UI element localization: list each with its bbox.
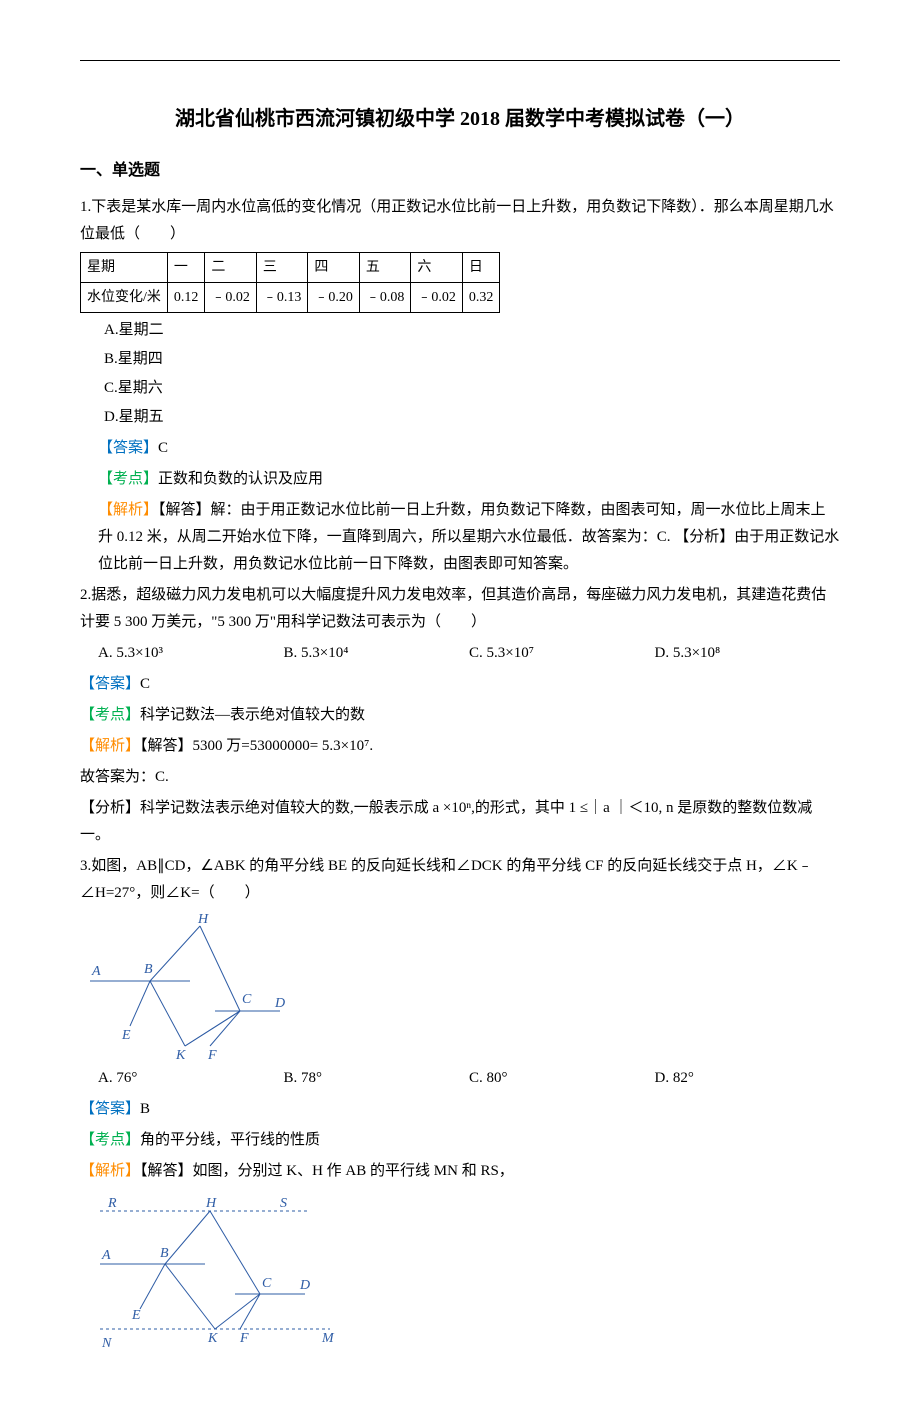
answer-label: 【答案】 <box>98 440 158 456</box>
label-m: M <box>321 1331 335 1346</box>
jiexi-label: 【解析】 <box>98 502 158 518</box>
q1-table: 星期 一 二 三 四 五 六 日 水位变化/米 0.12 ﹣0.02 ﹣0.13… <box>80 252 500 313</box>
table-cell: ﹣0.13 <box>256 282 308 312</box>
table-cell: 星期 <box>81 252 168 282</box>
answer-label: 【答案】 <box>80 676 140 692</box>
option-d: D. 5.3×10⁸ <box>655 640 841 667</box>
q1-options: A.星期二 B.星期四 C.星期六 D.星期五 <box>104 317 840 431</box>
q3-options: A. 76° B. 78° C. 80° D. 82° <box>98 1065 840 1092</box>
label-r: R <box>107 1196 117 1211</box>
label-n: N <box>101 1336 112 1349</box>
table-cell: 四 <box>308 252 360 282</box>
jiexi-text: 【解答】5300 万=53000000= 5.3×10⁷. <box>140 738 373 754</box>
doc-title: 湖北省仙桃市西流河镇初级中学 2018 届数学中考模拟试卷（一） <box>80 101 840 137</box>
answer-label: 【答案】 <box>80 1101 140 1117</box>
q1-jiexi: 【解析】【解答】解：由于用正数记水位比前一日上升数，用负数记下降数，由图表可知，… <box>80 497 840 578</box>
table-cell: ﹣0.08 <box>359 282 411 312</box>
label-h: H <box>205 1196 217 1211</box>
kaodian-label: 【考点】 <box>98 471 158 487</box>
table-cell: ﹣0.02 <box>411 282 463 312</box>
jiexi-label: 【解析】 <box>80 1163 140 1179</box>
q1-answer: 【答案】C <box>80 435 840 462</box>
q3-figure-2: R H S A B C D E F K N M <box>80 1189 340 1349</box>
label-e: E <box>131 1308 141 1323</box>
kaodian-value: 正数和负数的认识及应用 <box>158 471 323 487</box>
option-c: C. 80° <box>469 1065 655 1092</box>
option-c: C.星期六 <box>104 375 840 402</box>
table-row: 水位变化/米 0.12 ﹣0.02 ﹣0.13 ﹣0.20 ﹣0.08 ﹣0.0… <box>81 282 500 312</box>
jiexi-text: 【解答】如图，分别过 K、H 作 AB 的平行线 MN 和 RS， <box>140 1163 514 1179</box>
option-c: C. 5.3×10⁷ <box>469 640 655 667</box>
table-cell: 日 <box>462 252 500 282</box>
table-cell: 0.32 <box>462 282 500 312</box>
label-c: C <box>262 1276 272 1291</box>
section-heading: 一、单选题 <box>80 157 840 186</box>
kaodian-value: 角的平分线，平行线的性质 <box>140 1132 320 1148</box>
answer-value: C <box>140 676 150 692</box>
table-cell: ﹣0.20 <box>308 282 360 312</box>
label-b: B <box>144 962 153 977</box>
table-cell: 三 <box>256 252 308 282</box>
label-e: E <box>121 1028 131 1043</box>
label-k: K <box>175 1048 186 1061</box>
label-k: K <box>207 1331 218 1346</box>
option-b: B. 5.3×10⁴ <box>284 640 470 667</box>
table-cell: 水位变化/米 <box>81 282 168 312</box>
table-cell: 0.12 <box>167 282 205 312</box>
q2-options: A. 5.3×10³ B. 5.3×10⁴ C. 5.3×10⁷ D. 5.3×… <box>98 640 840 667</box>
q3-answer: 【答案】B <box>80 1096 840 1123</box>
label-a: A <box>91 964 101 979</box>
option-a: A. 76° <box>98 1065 284 1092</box>
option-b: B.星期四 <box>104 346 840 373</box>
q3-kaodian: 【考点】角的平分线，平行线的性质 <box>80 1127 840 1154</box>
q2-answer: 【答案】C <box>80 671 840 698</box>
q2-jiexi-1: 【解析】【解答】5300 万=53000000= 5.3×10⁷. <box>80 733 840 760</box>
q3-stem: 3.如图，AB∥CD，∠ABK 的角平分线 BE 的反向延长线和∠DCK 的角平… <box>80 853 840 907</box>
label-s: S <box>280 1196 287 1211</box>
q2-stem: 2.据悉，超级磁力风力发电机可以大幅度提升风力发电效率，但其造价高昂，每座磁力风… <box>80 582 840 636</box>
option-a: A.星期二 <box>104 317 840 344</box>
q3-figure-1: A B C D E F H K <box>80 911 290 1061</box>
q3-jiexi: 【解析】【解答】如图，分别过 K、H 作 AB 的平行线 MN 和 RS， <box>80 1158 840 1185</box>
kaodian-label: 【考点】 <box>80 707 140 723</box>
label-c: C <box>242 992 252 1007</box>
label-h: H <box>197 912 209 927</box>
page-rule <box>80 60 840 61</box>
kaodian-value: 科学记数法—表示绝对值较大的数 <box>140 707 365 723</box>
q1-kaodian: 【考点】正数和负数的认识及应用 <box>80 466 840 493</box>
table-cell: 一 <box>167 252 205 282</box>
jiexi-label: 【解析】 <box>80 738 140 754</box>
table-row: 星期 一 二 三 四 五 六 日 <box>81 252 500 282</box>
table-cell: 五 <box>359 252 411 282</box>
table-cell: ﹣0.02 <box>205 282 257 312</box>
label-f: F <box>239 1331 249 1346</box>
q2-jiexi-3: 【分析】科学记数法表示绝对值较大的数,一般表示成 a ×10ⁿ,的形式，其中 1… <box>80 795 840 849</box>
label-d: D <box>274 996 285 1011</box>
option-a: A. 5.3×10³ <box>98 640 284 667</box>
label-d: D <box>299 1278 310 1293</box>
label-b: B <box>160 1246 169 1261</box>
option-b: B. 78° <box>284 1065 470 1092</box>
q2-kaodian: 【考点】科学记数法—表示绝对值较大的数 <box>80 702 840 729</box>
table-cell: 六 <box>411 252 463 282</box>
option-d: D.星期五 <box>104 404 840 431</box>
table-cell: 二 <box>205 252 257 282</box>
label-f: F <box>207 1048 217 1061</box>
option-d: D. 82° <box>655 1065 841 1092</box>
q2-jiexi-2: 故答案为：C. <box>80 764 840 791</box>
q1-stem: 1.下表是某水库一周内水位高低的变化情况（用正数记水位比前一日上升数，用负数记下… <box>80 194 840 248</box>
answer-value: B <box>140 1101 150 1117</box>
label-a: A <box>101 1248 111 1263</box>
answer-value: C <box>158 440 168 456</box>
kaodian-label: 【考点】 <box>80 1132 140 1148</box>
